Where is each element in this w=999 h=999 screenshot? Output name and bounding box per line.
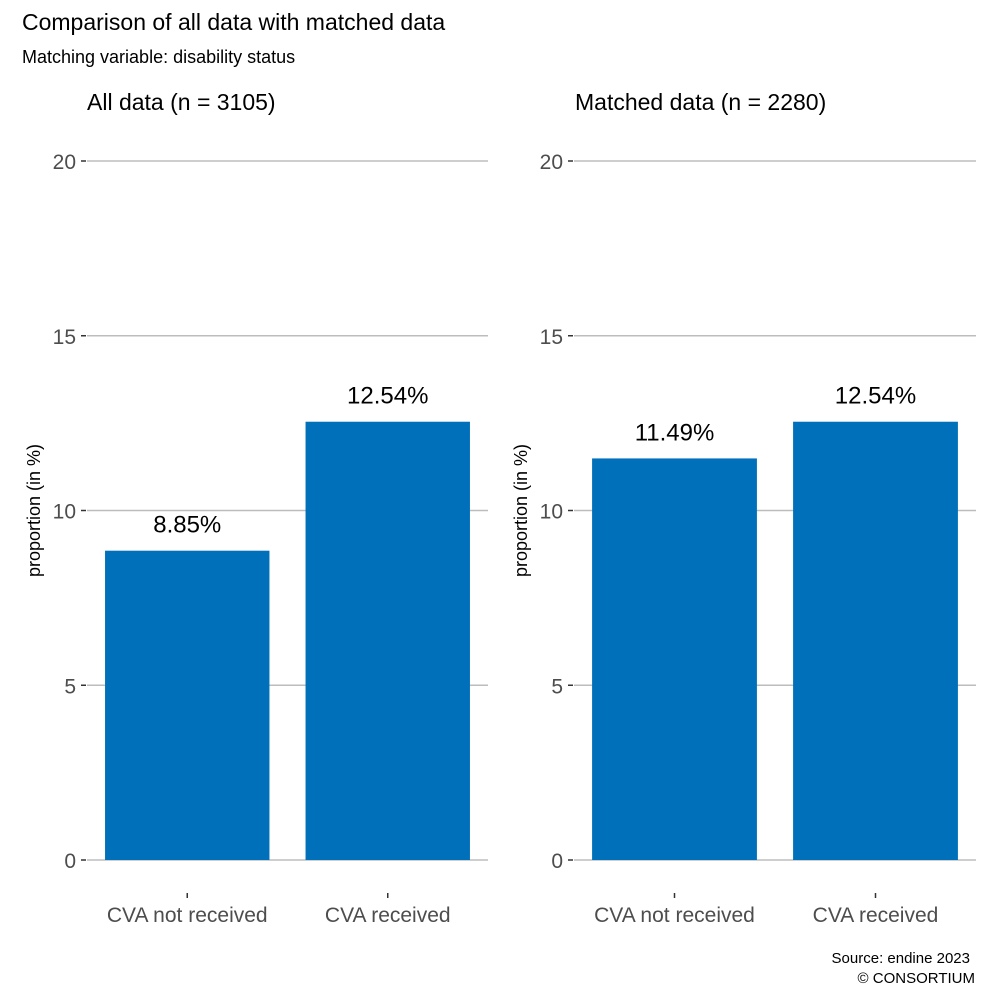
y-tick-label: 15 [540,326,563,349]
y-tick-label: 15 [53,326,76,349]
y-tick-label: 10 [540,501,563,524]
data-label: 11.49% [635,419,715,446]
bar-1 [105,550,270,860]
y-axis-label: proportion (in %) [511,444,531,577]
panel-title: Matched data (n = 2280) [575,89,826,115]
chart-subtitle: Matching variable: disability status [22,47,295,67]
x-tick-label: CVA not received [594,904,755,927]
data-label: 8.85% [153,512,221,539]
panels: All data (n = 3105) proportion (in %) 0 5 10… [24,89,976,927]
data-label: 12.54% [835,383,916,410]
y-tick-label: 0 [551,850,563,873]
bar-2 [793,421,958,860]
bar-1 [592,458,757,860]
chart-title: Comparison of all data with matched data [22,9,445,35]
y-tick-label: 0 [64,850,76,873]
y-tick-label: 5 [551,675,563,698]
bar-2 [305,421,470,860]
data-label: 12.54% [347,383,428,410]
y-axis-label: proportion (in %) [24,444,44,577]
caption-source: Source: endine 2023 [832,950,970,967]
y-tick-label: 10 [53,501,76,524]
y-tick-label: 20 [53,151,76,174]
y-tick-label: 5 [64,675,76,698]
x-tick-label: CVA received [813,904,939,927]
chart-panel-1: All data (n = 3105) proportion (in %) 0 5 10… [24,89,488,927]
x-tick-label: CVA not received [107,904,268,927]
caption-copyright: © CONSORTIUM [858,970,975,987]
chart-panel-2: Matched data (n = 2280) proportion (in %)… [511,89,976,927]
panel-title: All data (n = 3105) [87,89,276,115]
y-tick-label: 20 [540,151,563,174]
x-tick-label: CVA received [325,904,451,927]
